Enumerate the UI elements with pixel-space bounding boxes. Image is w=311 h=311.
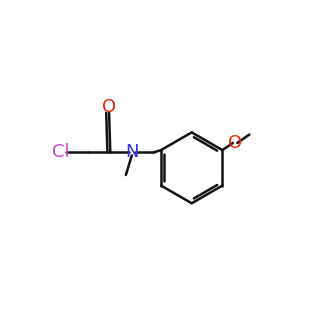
Text: N: N xyxy=(125,143,139,161)
Text: O: O xyxy=(102,98,116,116)
Text: Cl: Cl xyxy=(52,143,70,161)
Text: O: O xyxy=(228,134,242,152)
